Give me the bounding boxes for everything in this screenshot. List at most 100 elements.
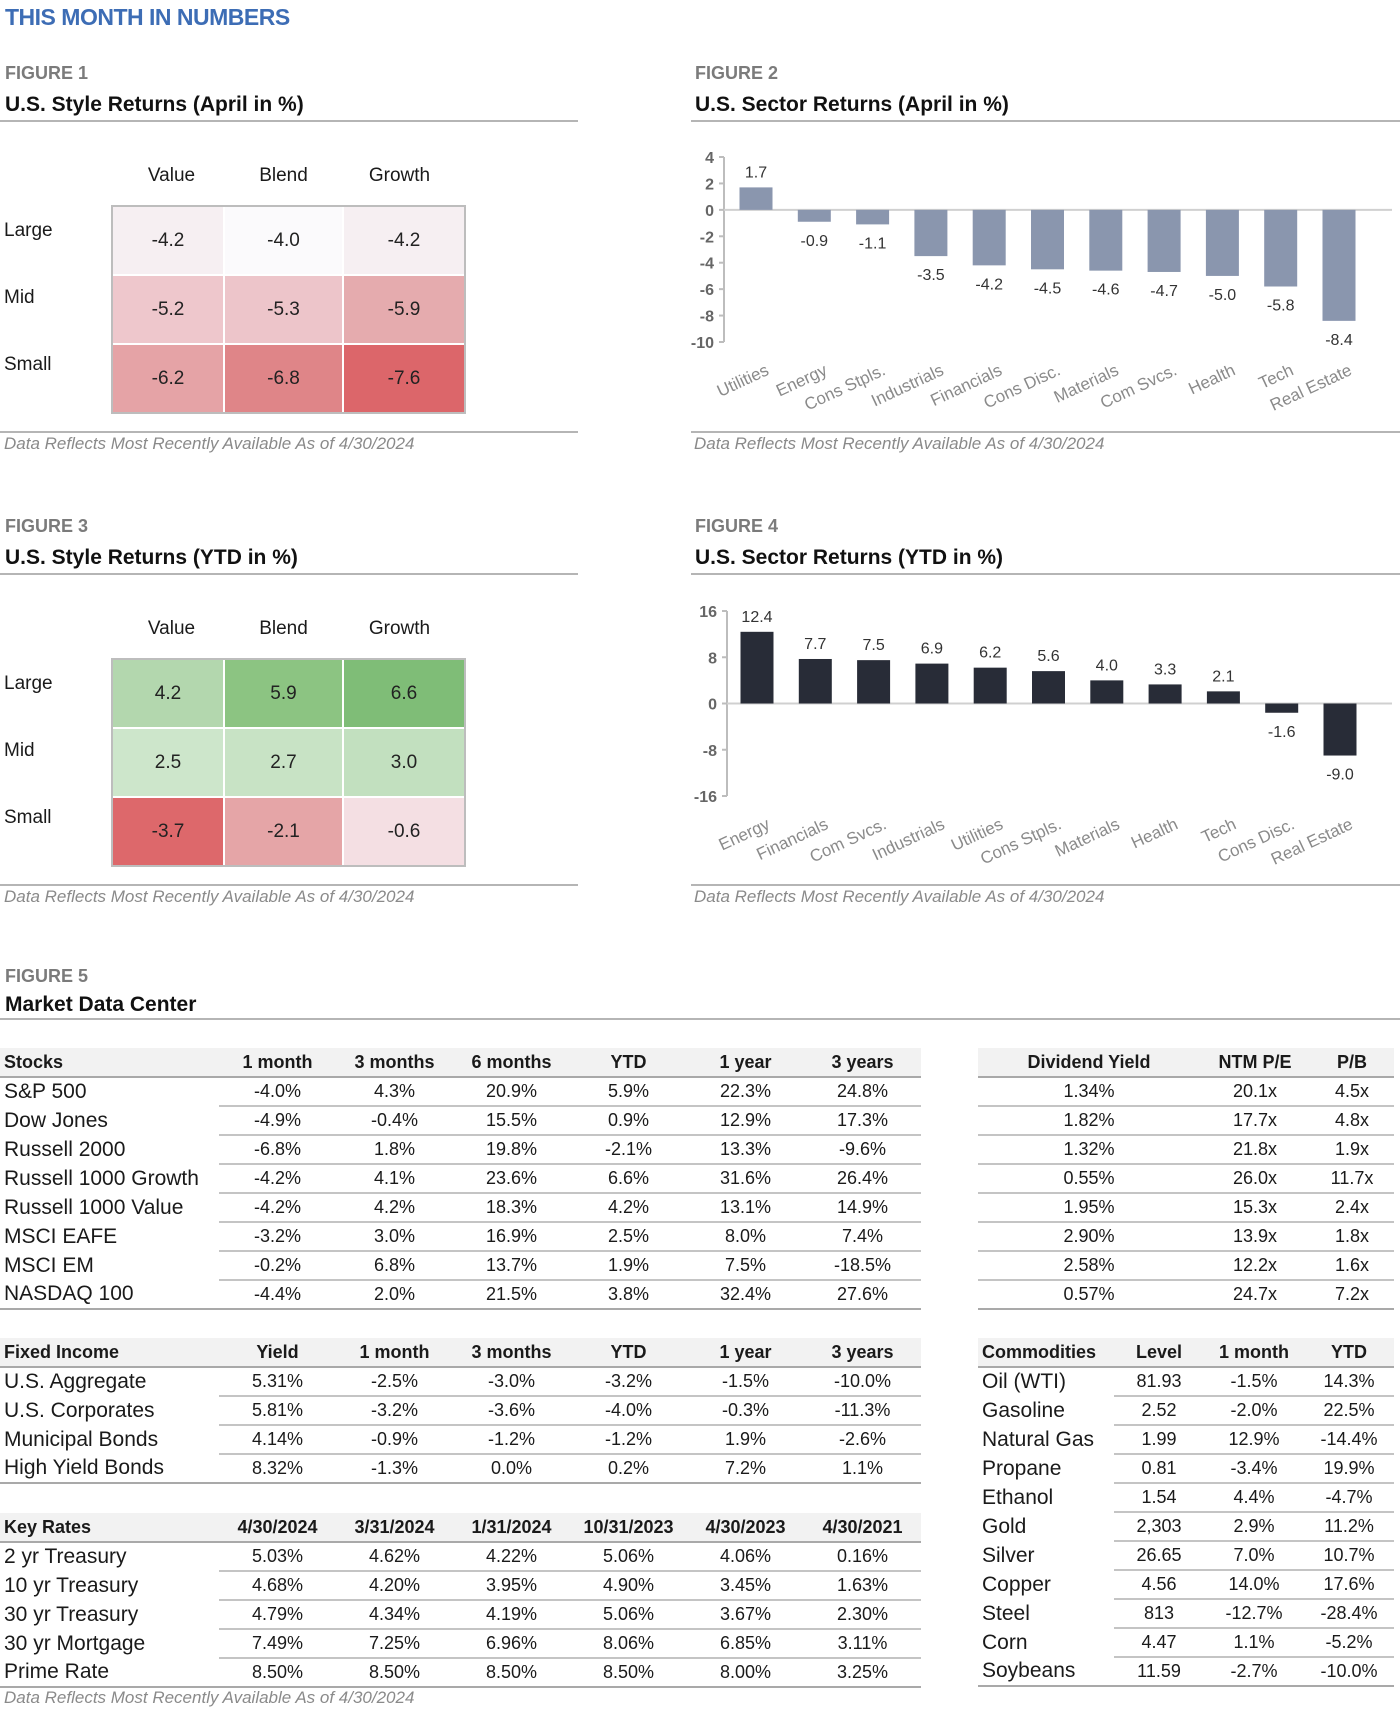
table-cell: 13.3% [687,1135,804,1165]
bar [973,667,1007,704]
table-cell: 21.8x [1200,1135,1310,1165]
table-header-row: Commodities Level 1 month YTD [978,1338,1394,1368]
column-header: YTD [570,1048,687,1078]
table-cell: 12.9% [687,1106,804,1136]
table-cell: -3.2% [570,1367,687,1397]
y-tick-label: -6 [700,282,714,299]
table-row: 30 yr Mortgage 7.49% 7.25% 6.96% 8.06% 6.85% 3… [0,1629,921,1659]
table-cell: -1.2% [453,1425,570,1455]
table-row: 1.82% 17.7x 4.8x [978,1106,1394,1136]
figure2-label: FIGURE 2 [695,63,779,83]
data-label: -8.4 [1325,332,1353,349]
column-header: Commodities [978,1338,1114,1368]
bar [739,187,773,210]
table-row: MSCI EAFE -3.2% 3.0% 16.9% 2.5% 8.0% 7.4% [0,1222,921,1252]
table-cell: -0.2% [219,1251,336,1281]
table-cell: -6.8% [219,1135,336,1165]
table-cell: 4.68% [219,1571,336,1601]
table-cell: 17.6% [1304,1570,1394,1600]
row-label: Gasoline [982,1398,1065,1422]
column-header: Fixed Income [0,1338,219,1368]
table-cell: 4.5x [1310,1077,1394,1107]
table-row: Prime Rate 8.50% 8.50% 8.50% 8.50% 8.00% 3.25% [0,1658,921,1688]
table-cell: 21.5% [453,1280,570,1310]
row-label: Municipal Bonds [4,1427,159,1451]
figure2-title: U.S. Sector Returns (April in %) [695,93,1009,116]
data-label: 12.4 [741,609,772,626]
table-cell: 81.93 [1114,1367,1204,1397]
table-cell: 18.3% [453,1193,570,1223]
table-cell: 6.6% [570,1164,687,1194]
table-cell: -10.0% [1304,1657,1394,1687]
table-row: 2 yr Treasury 5.03% 4.62% 4.22% 5.06% 4.06% 0.… [0,1542,921,1572]
heatmap-cell: 2.7 [225,729,342,796]
table-cell: 1.6x [1310,1251,1394,1281]
table-row: S&P 500 -4.0% 4.3% 20.9% 5.9% 22.3% 24.8% [0,1077,921,1107]
table-cell: 5.06% [570,1600,687,1630]
data-label: -1.1 [859,235,887,252]
heatmap-grid: 4.2 5.9 6.6 2.5 2.7 3.0 -3.7 -2.1 -0.6 [111,658,466,867]
table-cell: 4.06% [687,1542,804,1572]
column-header: 10/31/2023 [570,1513,687,1543]
figure5-title: Market Data Center [5,993,197,1016]
divider [691,573,1400,575]
table-cell: 20.9% [453,1077,570,1107]
row-label: MSCI EAFE [4,1224,118,1248]
table-row: 1.95% 15.3x 2.4x [978,1193,1394,1223]
row-label: U.S. Corporates [4,1398,155,1422]
table-row: Municipal Bonds 4.14% -0.9% -1.2% -1.2% 1.9% -… [0,1425,921,1455]
table-cell: 13.7% [453,1251,570,1281]
heatmap-row-label: Mid [4,740,35,761]
data-label: 4.0 [1096,657,1118,674]
column-header: 1 year [687,1338,804,1368]
table-cell: 4.2% [336,1193,453,1223]
table-cell: 3.45% [687,1571,804,1601]
table-cell: 2,303 [1114,1512,1204,1542]
table-cell: -1.5% [687,1367,804,1397]
table-cell: 19.8% [453,1135,570,1165]
data-label: -1.6 [1268,724,1296,741]
data-label: -5.0 [1209,287,1237,304]
bar [1264,209,1298,287]
table-cell: 5.9% [570,1077,687,1107]
y-tick-label: -10 [691,335,714,352]
table-cell: 4.34% [336,1600,453,1630]
table-cell: 0.2% [570,1454,687,1484]
figure4-label: FIGURE 4 [695,516,779,536]
table-cell: -10.0% [804,1367,921,1397]
table-cell: -14.4% [1304,1425,1394,1455]
column-header: Stocks [0,1048,219,1078]
table-cell: 8.00% [687,1658,804,1688]
heatmap-column-label: Growth [368,165,431,186]
table-cell: -0.4% [336,1106,453,1136]
table-row: Dow Jones -4.9% -0.4% 15.5% 0.9% 12.9% 17.3% [0,1106,921,1136]
heatmap-cell: -2.1 [225,798,342,865]
table-cell: 8.50% [219,1658,336,1688]
row-label: MSCI EM [4,1253,94,1277]
table-cell: 4.19% [453,1600,570,1630]
table-cell: 7.49% [219,1629,336,1659]
table-row: 2.58% 12.2x 1.6x [978,1251,1394,1281]
data-label: -4.2 [975,276,1003,293]
divider [0,573,578,575]
heatmap-cell: -7.6 [344,345,464,412]
divider [691,120,1400,122]
valuation-table: Dividend Yield NTM P/E P/B 1.34% 20.1x 4.5x 1.… [978,1048,1394,1310]
table-cell: 14.9% [804,1193,921,1223]
heatmap-row-label: Small [4,354,52,375]
column-header: NTM P/E [1200,1048,1310,1078]
table-cell: -4.9% [219,1106,336,1136]
row-label: Russell 2000 [4,1137,126,1161]
table-cell: 2.30% [804,1600,921,1630]
data-label: 7.5 [862,637,884,654]
table-cell: 813 [1114,1599,1204,1629]
table-cell: 6.96% [453,1629,570,1659]
table-cell: -2.5% [336,1367,453,1397]
table-cell: -5.2% [1304,1628,1394,1658]
data-label: -4.5 [1034,280,1062,297]
heatmap-cell: -5.2 [113,276,223,343]
bar [1206,691,1240,704]
table-cell: 10.7% [1304,1541,1394,1571]
table-row: Silver 26.65 7.0% 10.7% [978,1541,1394,1571]
y-tick-label: -8 [703,743,717,760]
